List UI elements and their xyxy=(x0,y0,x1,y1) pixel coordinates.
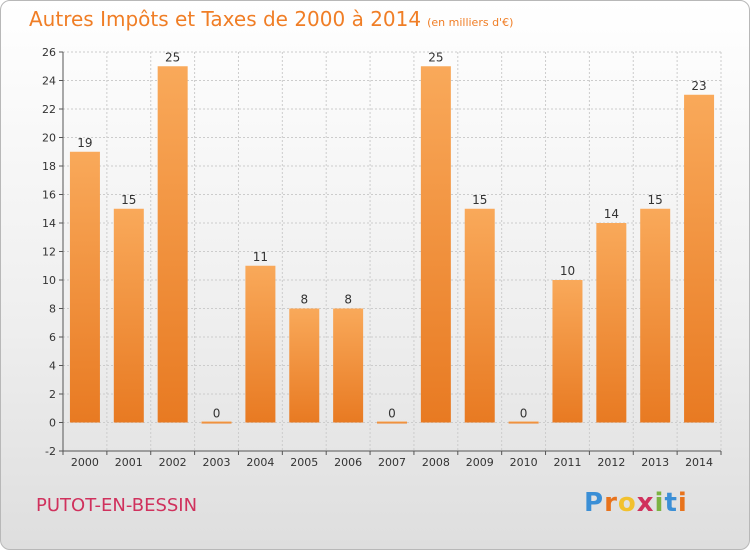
bar-2007 xyxy=(377,421,407,424)
y-tick-label: 8 xyxy=(49,303,56,316)
labels: -202468101214161820222426192000152001252… xyxy=(42,46,713,469)
x-tick-label: 2012 xyxy=(597,456,625,469)
bar-2010 xyxy=(508,421,539,424)
x-tick-label: 2011 xyxy=(553,456,581,469)
logo-letter: t xyxy=(664,488,678,518)
logo-letter: i xyxy=(677,488,688,518)
chart-subtitle: (en milliers d'€) xyxy=(427,16,514,29)
bars xyxy=(69,66,715,424)
bar-value-label: 0 xyxy=(213,407,221,421)
chart-title-main: Autres Impôts et Taxes de 2000 à 2014 xyxy=(29,7,422,31)
logo-letter: x xyxy=(636,488,655,518)
axes xyxy=(59,51,722,455)
x-tick-label: 2007 xyxy=(378,456,406,469)
y-tick-label: 20 xyxy=(42,132,56,145)
proxiti-logo: Proxiti xyxy=(584,488,688,518)
x-tick-label: 2013 xyxy=(641,456,669,469)
y-tick-label: 4 xyxy=(49,360,56,373)
x-tick-label: 2014 xyxy=(685,456,713,469)
y-tick-label: -2 xyxy=(45,445,56,458)
bar-2001 xyxy=(113,208,144,423)
y-tick-label: 2 xyxy=(49,388,56,401)
bar-value-label: 25 xyxy=(165,50,180,64)
bar-value-label: 10 xyxy=(560,264,575,278)
bar-value-label: 8 xyxy=(300,293,308,307)
logo-letter: P xyxy=(584,488,605,518)
logo-letter: r xyxy=(604,488,618,518)
x-tick-label: 2010 xyxy=(510,456,538,469)
y-tick-label: 6 xyxy=(49,331,56,344)
commune-name: PUTOT-EN-BESSIN xyxy=(36,495,198,516)
y-tick-label: 16 xyxy=(42,189,56,202)
bar-value-label: 0 xyxy=(388,407,396,421)
bar-value-label: 15 xyxy=(472,193,487,207)
bar-2006 xyxy=(333,308,364,423)
x-tick-label: 2008 xyxy=(422,456,450,469)
x-tick-label: 2004 xyxy=(246,456,274,469)
x-tick-label: 2009 xyxy=(466,456,494,469)
bar-value-label: 23 xyxy=(691,79,706,93)
bar-2002 xyxy=(157,66,188,423)
y-tick-label: 18 xyxy=(42,160,56,173)
y-tick-label: 0 xyxy=(49,417,56,430)
x-tick-label: 2005 xyxy=(290,456,318,469)
logo-letter: o xyxy=(617,488,637,518)
y-tick-label: 24 xyxy=(42,75,56,88)
bar-value-label: 0 xyxy=(520,407,528,421)
y-tick-label: 26 xyxy=(42,46,56,59)
bar-2009 xyxy=(464,208,495,423)
x-tick-label: 2001 xyxy=(115,456,143,469)
bar-value-label: 25 xyxy=(428,50,443,64)
bar-2004 xyxy=(245,265,276,423)
bar-value-label: 8 xyxy=(344,293,352,307)
x-tick-label: 2002 xyxy=(159,456,187,469)
y-tick-label: 10 xyxy=(42,274,56,287)
x-tick-label: 2000 xyxy=(71,456,99,469)
logo-letter: i xyxy=(654,488,665,518)
bar-2011 xyxy=(552,280,583,423)
bar-2008 xyxy=(420,66,451,423)
y-tick-label: 22 xyxy=(42,103,56,116)
y-tick-label: 12 xyxy=(42,246,56,259)
bar-value-label: 11 xyxy=(253,250,268,264)
x-tick-label: 2006 xyxy=(334,456,362,469)
bar-2013 xyxy=(640,208,671,423)
bar-value-label: 14 xyxy=(604,207,619,221)
bar-value-label: 15 xyxy=(121,193,136,207)
bar-value-label: 15 xyxy=(648,193,663,207)
bar-2000 xyxy=(69,151,100,423)
chart-title: Autres Impôts et Taxes de 2000 à 2014 (en… xyxy=(29,7,513,31)
bar-2003 xyxy=(201,421,232,424)
bar-value-label: 19 xyxy=(77,136,92,150)
bar-2014 xyxy=(684,94,715,423)
y-tick-label: 14 xyxy=(42,217,56,230)
bar-2012 xyxy=(596,223,627,423)
bar-2005 xyxy=(289,308,320,423)
x-tick-label: 2003 xyxy=(203,456,231,469)
